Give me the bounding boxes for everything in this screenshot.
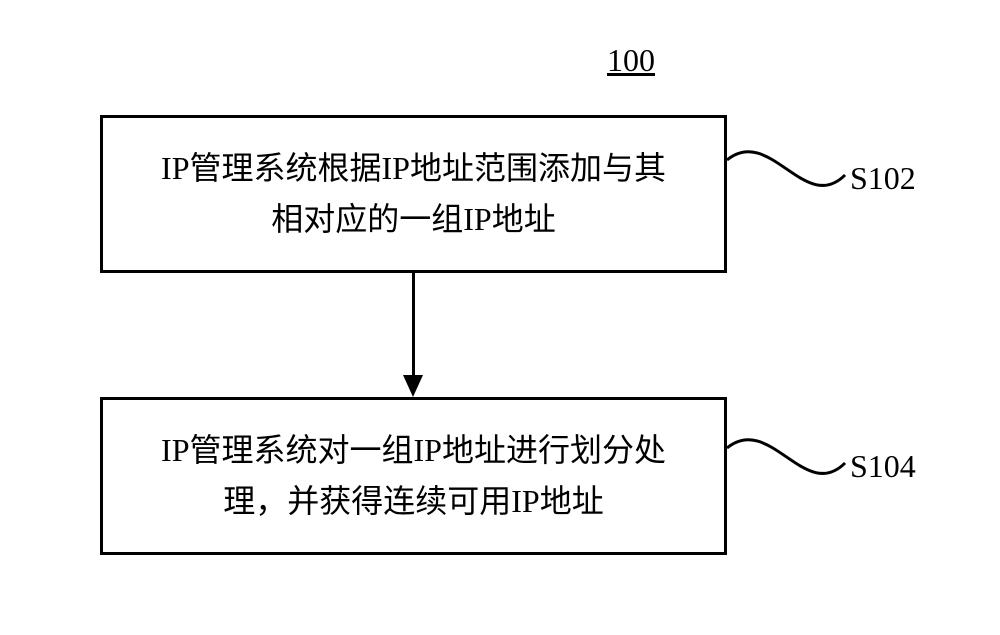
curve-connector-2 — [50, 30, 950, 610]
flowchart-diagram: 100 IP管理系统根据IP地址范围添加与其 相对应的一组IP地址 S102 I… — [50, 30, 950, 610]
